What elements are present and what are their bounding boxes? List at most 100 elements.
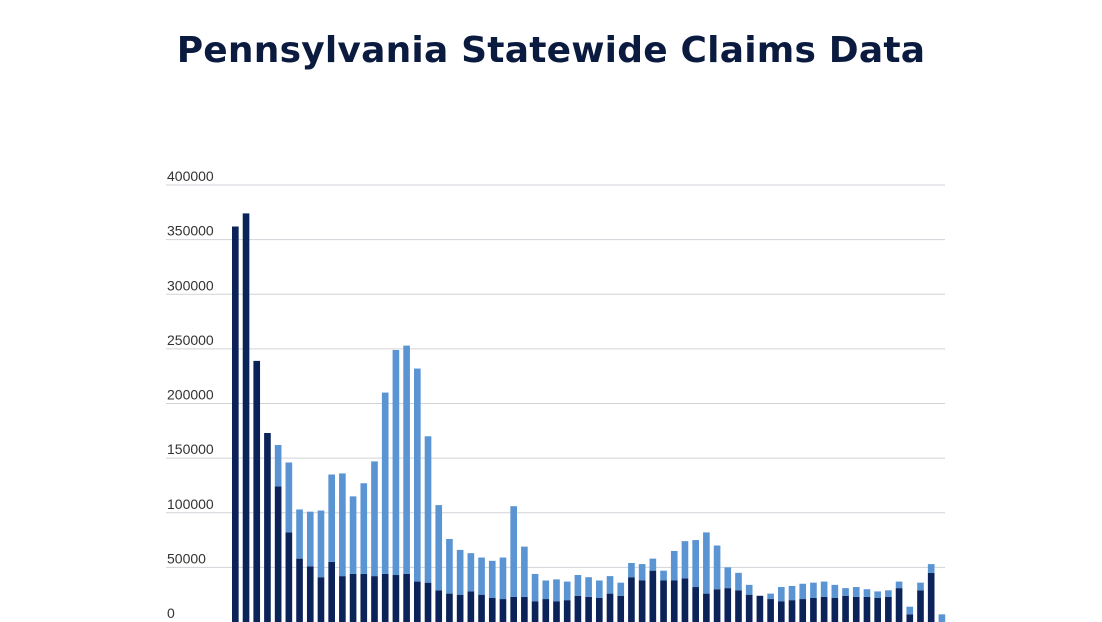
bar-segment-1-43 <box>692 540 699 588</box>
bar-segment-0-52 <box>788 600 796 622</box>
bar-segment-0-44 <box>703 593 710 622</box>
bar-segment-0-28 <box>531 601 539 622</box>
bar-segment-0-42 <box>681 578 689 622</box>
y-tick-label: 300000 <box>167 277 214 293</box>
bar-segment-1-42 <box>681 541 689 579</box>
bar-segment-0-46 <box>724 588 732 622</box>
bar-segment-1-14 <box>381 392 389 574</box>
bar-segment-0-58 <box>852 596 860 622</box>
bar-segment-1-20 <box>446 538 453 594</box>
bar-segment-0-60 <box>874 597 881 622</box>
bar-segment-0-21 <box>456 594 464 622</box>
bar-segment-0-17 <box>414 581 421 622</box>
y-tick-label: 100000 <box>167 496 214 512</box>
bar-segment-0-56 <box>831 597 839 622</box>
bar-segment-0-31 <box>563 600 571 622</box>
bar-segment-1-24 <box>488 560 496 598</box>
bar-segment-0-37 <box>628 577 635 622</box>
bar-segment-1-29 <box>542 580 550 600</box>
bar-segment-0-3 <box>264 433 271 622</box>
bar-segment-0-24 <box>488 597 496 622</box>
bar-segment-0-19 <box>435 590 443 622</box>
bar-segment-1-16 <box>403 345 410 574</box>
bar-segment-1-12 <box>360 483 368 574</box>
bar-segment-1-33 <box>585 577 592 597</box>
y-tick-label: 350000 <box>167 223 214 239</box>
bar-segment-0-64 <box>917 590 924 622</box>
bar-segment-1-23 <box>478 557 485 595</box>
bar-segment-1-30 <box>553 579 560 602</box>
bar-segment-1-13 <box>371 461 378 577</box>
bar-segment-0-10 <box>339 576 346 622</box>
bar-segment-1-21 <box>456 549 464 595</box>
bar-segment-0-65 <box>927 572 935 622</box>
bar-segment-1-34 <box>595 580 603 598</box>
bar-segment-0-54 <box>810 597 817 622</box>
bar-segment-0-38 <box>638 580 646 622</box>
bar-segment-1-51 <box>777 587 785 602</box>
bars <box>232 213 946 622</box>
bar-segment-1-63 <box>906 606 914 615</box>
bar-segment-1-55 <box>820 581 828 597</box>
bar-segment-0-30 <box>553 601 560 622</box>
bar-segment-1-56 <box>831 584 839 598</box>
bar-segment-1-40 <box>660 570 667 581</box>
bar-segment-0-6 <box>296 558 303 622</box>
bar-segment-0-40 <box>660 580 667 622</box>
bar-segment-1-28 <box>531 573 539 602</box>
bar-segment-1-4 <box>274 445 282 487</box>
bar-segment-0-18 <box>424 582 432 622</box>
bar-segment-1-18 <box>424 436 432 583</box>
bar-segment-0-12 <box>360 573 368 622</box>
bar-segment-1-32 <box>574 575 582 596</box>
bar-segment-1-6 <box>296 509 303 559</box>
bar-segment-0-39 <box>649 570 657 622</box>
bar-segment-1-50 <box>767 593 774 600</box>
bar-segment-0-36 <box>617 595 625 622</box>
bar-segment-0-14 <box>381 573 389 622</box>
bar-segment-0-16 <box>403 573 410 622</box>
bar-segment-1-26 <box>510 506 517 597</box>
bar-segment-1-45 <box>713 545 721 590</box>
bar-segment-0-50 <box>767 599 774 622</box>
gridlines <box>166 184 945 568</box>
bar-segment-0-15 <box>392 575 400 622</box>
bar-segment-1-15 <box>392 349 400 576</box>
bar-segment-0-25 <box>499 599 507 622</box>
bar-segment-0-57 <box>842 595 849 622</box>
bar-segment-0-1 <box>242 213 250 622</box>
bar-segment-0-4 <box>274 486 282 622</box>
bar-segment-0-23 <box>478 594 485 622</box>
bar-segment-1-8 <box>317 510 325 578</box>
bar-segment-0-9 <box>328 561 335 622</box>
bar-segment-0-8 <box>317 577 325 622</box>
bar-segment-0-63 <box>906 614 914 622</box>
bar-segment-0-55 <box>820 596 828 622</box>
bar-segment-1-53 <box>799 583 807 600</box>
bar-segment-1-11 <box>349 496 357 574</box>
bar-segment-0-0 <box>232 226 239 622</box>
bar-segment-0-2 <box>253 360 261 622</box>
bar-segment-0-29 <box>542 599 550 622</box>
bar-segment-1-64 <box>917 582 924 591</box>
bar-segment-0-34 <box>595 597 603 622</box>
bar-segment-1-61 <box>885 590 892 597</box>
bar-segment-1-5 <box>285 462 293 533</box>
bar-segment-0-27 <box>521 596 528 622</box>
bar-segment-0-7 <box>306 566 314 622</box>
bar-segment-1-17 <box>414 368 421 582</box>
bar-segment-1-59 <box>863 589 871 597</box>
y-tick-label: 50000 <box>167 550 206 566</box>
bar-segment-1-65 <box>927 564 935 573</box>
y-tick-label: 200000 <box>167 387 214 403</box>
bar-segment-1-39 <box>649 558 657 571</box>
bar-segment-0-35 <box>606 593 614 622</box>
bar-segment-1-22 <box>467 553 475 592</box>
bar-segment-1-27 <box>521 546 528 597</box>
bar-segment-0-51 <box>777 601 785 622</box>
bar-segment-1-36 <box>617 582 625 596</box>
bar-segment-0-49 <box>756 595 764 622</box>
bar-segment-0-41 <box>670 580 678 622</box>
y-tick-label: 400000 <box>167 168 214 184</box>
bar-segment-1-57 <box>842 588 849 596</box>
